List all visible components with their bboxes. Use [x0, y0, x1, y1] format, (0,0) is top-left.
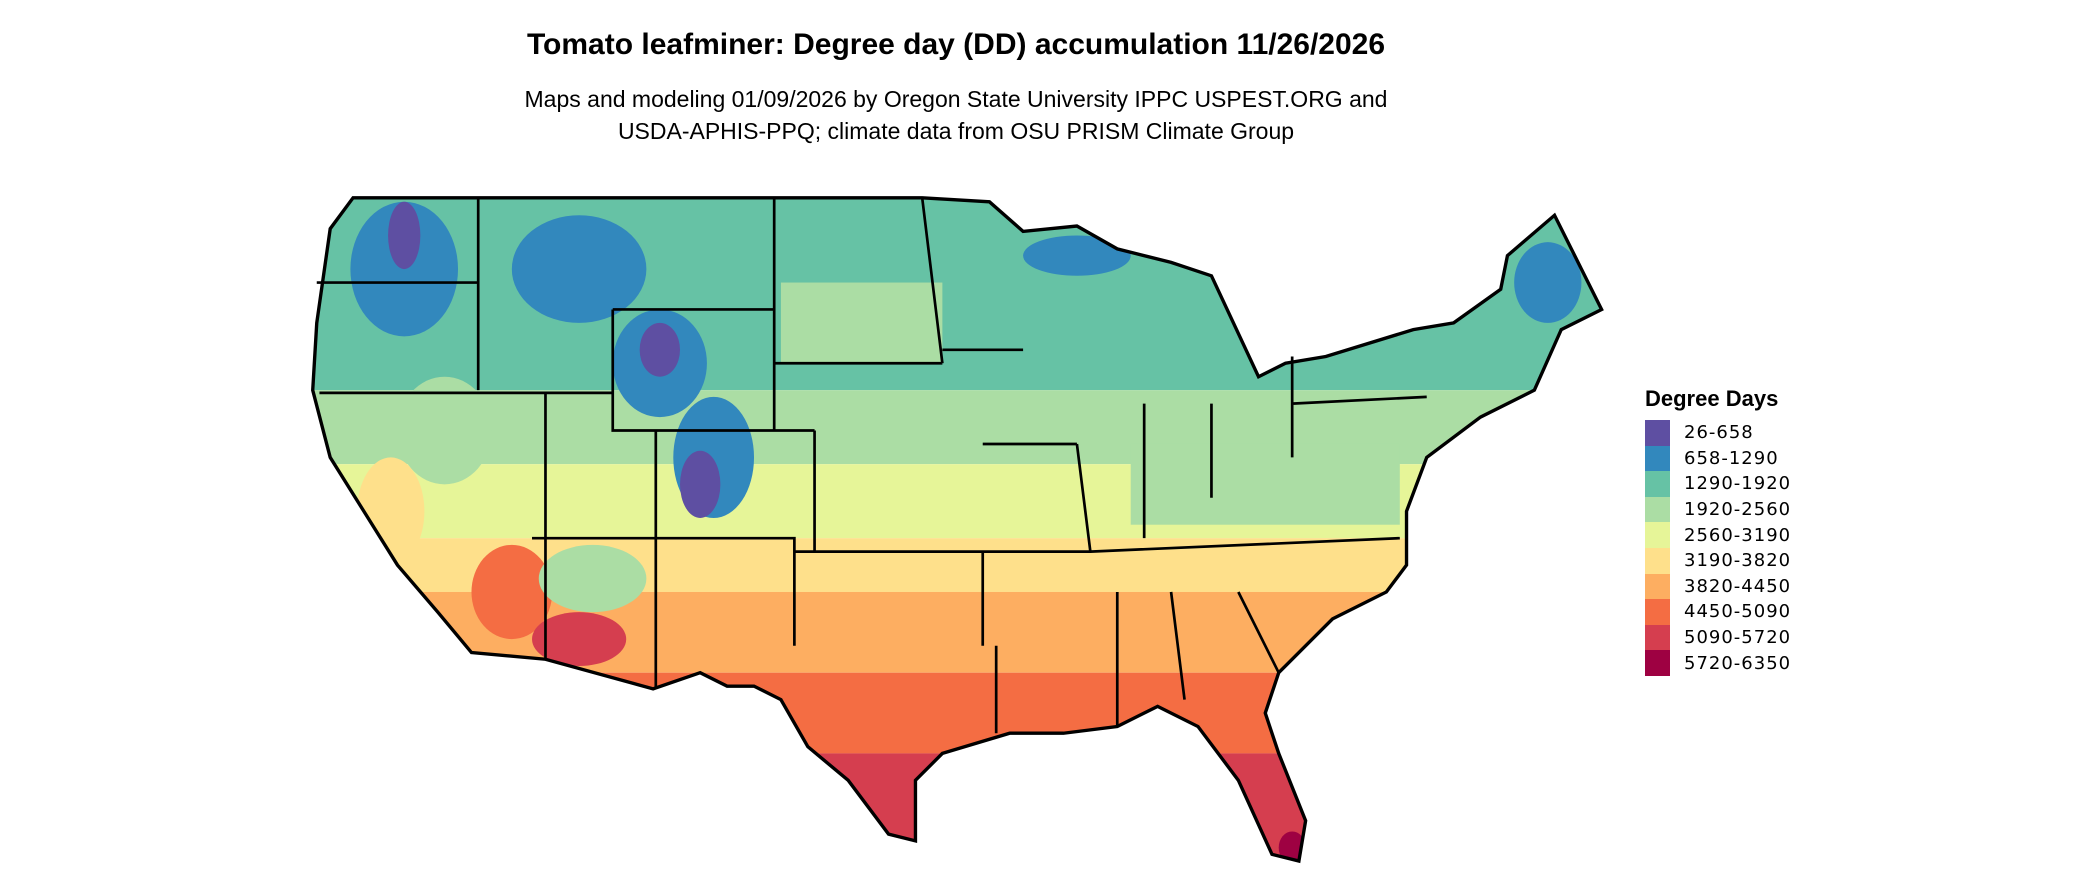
legend: Degree Days 26-658 658-1290 1290-1920 1920-…: [1645, 386, 1791, 676]
legend-swatch: [1645, 522, 1670, 548]
legend-title: Degree Days: [1645, 386, 1779, 411]
legend-swatch: [1645, 599, 1670, 625]
legend-label: 26-658: [1684, 422, 1754, 444]
legend-item: 3820-4450: [1645, 573, 1792, 600]
legend-item: 1290-1920: [1645, 471, 1791, 497]
map-subtitle-line2: USDA-APHIS-PPQ; climate data from OSU PR…: [617, 118, 1295, 144]
legend-label: 5090-5720: [1684, 627, 1792, 649]
legend-label: 658-1290: [1684, 447, 1779, 469]
legend-swatch: [1645, 624, 1670, 651]
legend-swatch: [1645, 471, 1670, 497]
legend-item: 5720-6350: [1645, 650, 1791, 676]
legend-item: 658-1290: [1645, 445, 1791, 472]
legend-label: 2560-3190: [1684, 524, 1792, 546]
legend-item: 26-658: [1645, 420, 1791, 446]
map-title: Tomato leafminer: Degree day (DD) accumu…: [526, 28, 1386, 61]
legend-swatch: [1645, 547, 1670, 574]
legend-item: 2560-3190: [1645, 522, 1791, 548]
legend-swatch: [1645, 445, 1670, 472]
legend-swatch: [1645, 420, 1670, 446]
map-subtitle-line1: Maps and modeling 01/09/2026 by Oregon S…: [524, 86, 1388, 112]
legend-label: 1920-2560: [1684, 499, 1792, 521]
legend-label: 3820-4450: [1684, 575, 1792, 597]
legend-label: 3190-3820: [1684, 550, 1792, 572]
legend-item: 5090-5720: [1645, 624, 1792, 651]
legend-label: 4450-5090: [1684, 601, 1792, 623]
legend-swatch: [1645, 573, 1670, 600]
legend-swatch: [1645, 650, 1670, 676]
legend-item: 1920-2560: [1645, 496, 1792, 523]
legend-item: 3190-3820: [1645, 547, 1792, 574]
legend-item: 4450-5090: [1645, 599, 1791, 625]
degree-day-raster: [312, 197, 1602, 862]
state-borders: [316, 197, 1427, 734]
legend-label: 1290-1920: [1684, 473, 1792, 495]
legend-label: 5720-6350: [1684, 652, 1792, 674]
legend-swatch: [1645, 496, 1670, 523]
